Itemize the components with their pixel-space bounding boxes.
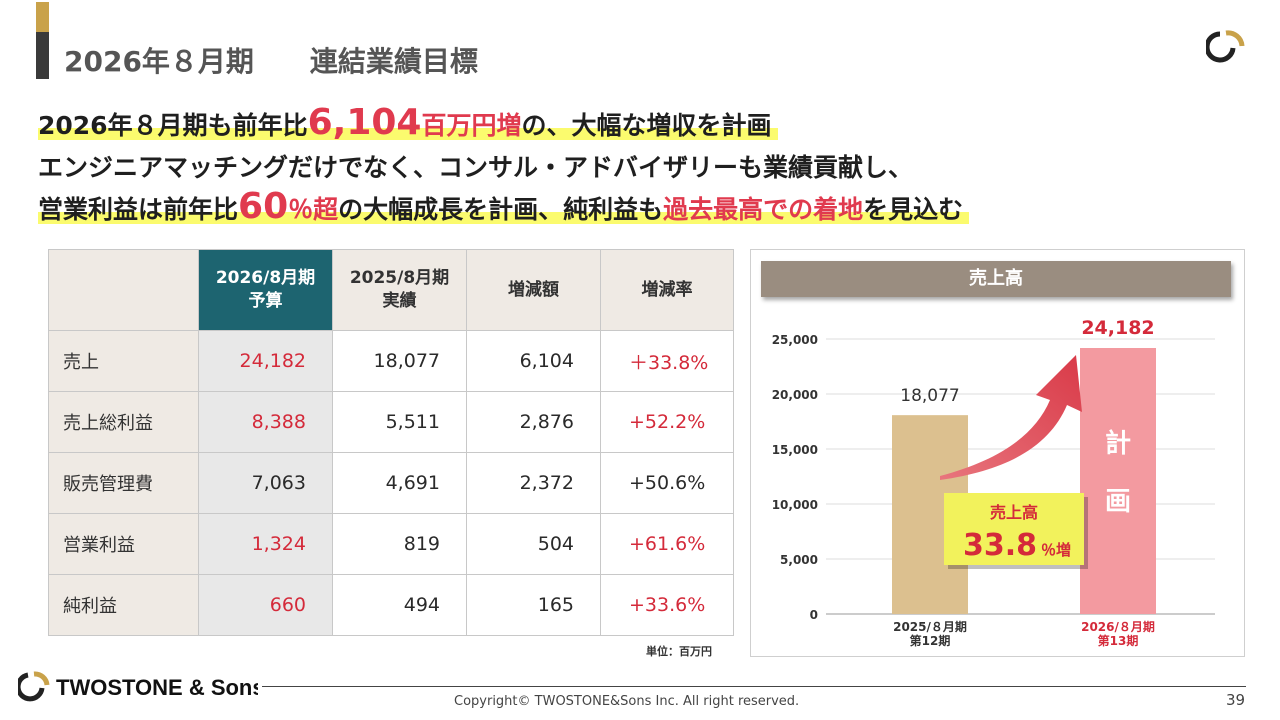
actual-cell: 18,077	[332, 330, 467, 392]
bar	[1080, 347, 1156, 614]
budget-cell: 8,388	[198, 391, 333, 453]
row-label: 純利益	[48, 574, 199, 636]
budget-cell: 7,063	[198, 452, 333, 514]
x-tick-label: 2025/８月期	[893, 619, 967, 634]
headline-line-2: エンジニアマッチングだけでなく、コンサル・アドバイザリーも業績貢献し、	[38, 153, 914, 182]
title-accent-bar	[36, 2, 49, 79]
diff-cell: 2,876	[466, 391, 601, 453]
sales-chart-panel	[750, 249, 1245, 657]
table-header-cell: 増減額	[466, 249, 601, 331]
company-mark-icon	[1206, 30, 1245, 63]
y-tick-label: 15,000	[772, 443, 818, 457]
financial-targets-table: 2026/8月期 予算 2025/8月期 実績 増減額 増減率 売上 24,182 18,07…	[48, 249, 734, 636]
budget-cell: 660	[198, 574, 333, 636]
callout-box	[944, 493, 1084, 565]
callout-suffix: ％増	[1041, 541, 1071, 559]
actual-cell: 5,511	[332, 391, 467, 453]
unit-note: 単位：百万円	[646, 645, 712, 658]
growth-arrow-icon	[940, 355, 1082, 480]
x-tick-label: 第13期	[1098, 633, 1139, 648]
footer-logo: TWOSTONE & Sons	[18, 671, 258, 702]
table-row: 営業利益 1,324 819 504 +61.6%	[48, 513, 734, 575]
actual-cell: 494	[332, 574, 467, 636]
actual-cell: 4,691	[332, 452, 467, 514]
rate-cell: +33.6%	[600, 574, 734, 636]
headline-line-1: 2026年８月期も前年比6,104百万円増の、大幅な増収を計画	[38, 102, 778, 143]
table-body: 売上 24,182 18,077 6,104 ＋33.8% 売上総利益 8,388 5,511…	[48, 330, 734, 636]
rate-cell: +61.6%	[600, 513, 734, 575]
table-header-cell: 2026/8月期 予算	[198, 249, 333, 331]
callout-value: 33.8	[963, 528, 1037, 563]
y-tick-label: 0	[810, 608, 818, 622]
row-label: 販売管理費	[48, 452, 199, 514]
row-label: 営業利益	[48, 513, 199, 575]
y-tick-label: 10,000	[772, 498, 818, 512]
actual-cell: 819	[332, 513, 467, 575]
budget-cell: 1,324	[198, 513, 333, 575]
x-tick-label: 2026/８月期	[1081, 619, 1155, 634]
bar-annotation: 計	[1105, 428, 1131, 459]
table-row: 販売管理費 7,063 4,691 2,372 +50.6%	[48, 452, 734, 514]
headline-line-3: 営業利益は前年比60％超の大幅成長を計画、純利益も過去最高での着地を見込む	[38, 186, 970, 227]
bar-annotation: 画	[1105, 487, 1131, 517]
y-tick-label: 25,000	[772, 333, 818, 347]
logo-mark-icon	[18, 672, 45, 702]
sales-bar-chart: 0 5,000 10,000 15,000 20,000 25,000 18,077 24,…	[772, 317, 1215, 648]
row-label: 売上総利益	[48, 391, 199, 453]
table-header-cell	[48, 249, 199, 331]
table-header-cell: 増減率	[600, 249, 734, 331]
rate-cell: +52.2%	[600, 391, 734, 453]
bar-value-label: 24,182	[1081, 317, 1154, 339]
rate-cell: ＋33.8%	[600, 330, 734, 392]
callout-label: 売上高	[990, 503, 1038, 522]
table-header-cell: 2025/8月期 実績	[332, 249, 467, 331]
footer-divider	[262, 686, 1246, 687]
y-tick-label: 5,000	[780, 553, 818, 567]
bar-value-label: 18,077	[900, 386, 959, 406]
row-label: 売上	[48, 330, 199, 392]
diff-cell: 2,372	[466, 452, 601, 514]
x-tick-label: 第12期	[910, 633, 951, 648]
copyright-text: Copyright© TWOSTONE&Sons Inc. All right …	[454, 694, 800, 709]
diff-cell: 6,104	[466, 330, 601, 392]
page-title: 2026年８月期 連結業績目標	[64, 45, 478, 78]
page-number: 39	[1226, 691, 1246, 709]
logo-text: TWOSTONE & Sons	[56, 675, 258, 700]
diff-cell: 165	[466, 574, 601, 636]
rate-cell: +50.6%	[600, 452, 734, 514]
diff-cell: 504	[466, 513, 601, 575]
chart-title: 売上高	[761, 261, 1231, 297]
table-row: 売上 24,182 18,077 6,104 ＋33.8%	[48, 330, 734, 392]
table-row: 純利益 660 494 165 +33.6%	[48, 574, 734, 636]
y-tick-label: 20,000	[772, 388, 818, 402]
table-header-row: 2026/8月期 予算 2025/8月期 実績 増減額 増減率	[48, 249, 734, 331]
table-row: 売上総利益 8,388 5,511 2,876 +52.2%	[48, 391, 734, 453]
budget-cell: 24,182	[198, 330, 333, 392]
